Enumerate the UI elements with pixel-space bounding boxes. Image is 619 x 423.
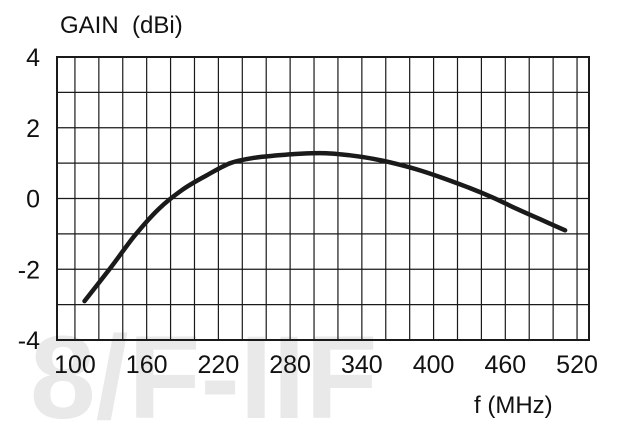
x-tick-labels: 100 160 220 280 340 400 460 520 [54,351,598,379]
x-tick-label: 400 [413,351,455,379]
y-tick-label: -4 [18,327,40,355]
x-tick-label: 160 [126,351,168,379]
x-tick-label: 100 [54,351,96,379]
watermark: 8/F-IIF [30,312,377,423]
y-tick-label: 4 [26,44,40,72]
y-tick-label: -2 [18,256,40,284]
plot-frame [56,56,590,341]
plot-grid [57,57,589,340]
x-tick-label: 280 [269,351,311,379]
x-tick-label: 520 [556,351,598,379]
x-axis-label: f (MHz) [474,392,553,419]
gain-curve [82,150,568,304]
y-tick-labels: 4 2 0 -2 -4 [18,44,40,355]
x-tick-label: 340 [341,351,383,379]
y-tick-label: 2 [26,115,40,143]
y-tick-label: 0 [26,186,40,214]
x-tick-label: 220 [198,351,240,379]
x-tick-label: 460 [484,351,526,379]
y-axis-label: GAIN (dBi) [60,12,183,39]
